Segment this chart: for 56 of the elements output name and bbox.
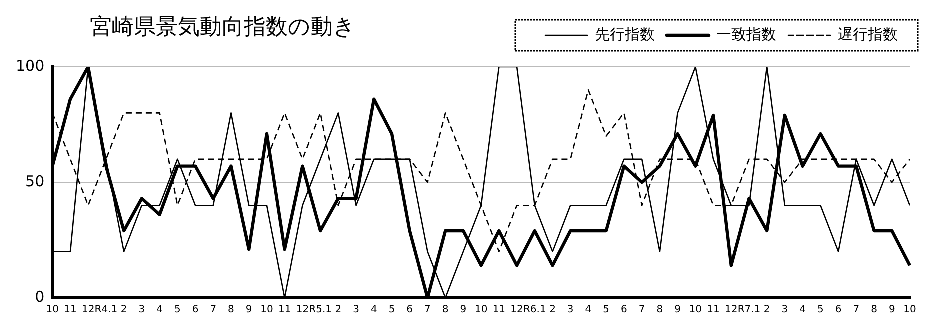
x-tick-label: 12 bbox=[82, 304, 95, 316]
x-tick-label: 10 bbox=[474, 304, 488, 316]
x-tick-label: 7 bbox=[853, 304, 860, 316]
x-tick-label: 2 bbox=[764, 304, 770, 316]
x-tick-label: 9 bbox=[674, 304, 681, 316]
x-tick-label: 4 bbox=[370, 304, 378, 316]
x-tick-label: 8 bbox=[871, 304, 878, 316]
x-tick-label: 5 bbox=[603, 304, 610, 316]
x-tick-label: 11 bbox=[278, 304, 292, 316]
x-tick-label: 6 bbox=[835, 304, 842, 316]
x-tick-label: R5.1 bbox=[309, 304, 332, 316]
x-tick-label: 12 bbox=[296, 304, 310, 316]
x-tick-label: 12 bbox=[725, 304, 738, 316]
x-tick-label: 2 bbox=[550, 304, 556, 316]
x-tick-label: 12 bbox=[510, 304, 524, 316]
x-tick-label: 11 bbox=[492, 304, 506, 316]
x-tick-label: R4.1 bbox=[94, 304, 118, 316]
x-tick-label: 8 bbox=[442, 304, 449, 316]
x-tick-label: 8 bbox=[228, 304, 234, 316]
x-tick-label: 10 bbox=[46, 304, 59, 316]
y-tick-label: 100 bbox=[16, 56, 45, 75]
x-tick-label: 9 bbox=[246, 304, 252, 316]
x-tick-label: 9 bbox=[460, 304, 467, 316]
x-tick-label: 10 bbox=[260, 304, 274, 316]
x-tick-label: 4 bbox=[156, 304, 163, 316]
x-tick-label: 7 bbox=[210, 304, 217, 316]
x-tick-label: 10 bbox=[904, 304, 916, 316]
legend-label: 遅行指数 bbox=[838, 25, 898, 44]
x-tick-label: 8 bbox=[656, 304, 664, 316]
x-tick-label: 3 bbox=[138, 304, 146, 316]
x-tick-label: 5 bbox=[388, 304, 396, 316]
x-tick-label: 6 bbox=[192, 304, 199, 316]
x-tick-label: 9 bbox=[888, 304, 896, 316]
legend-label: 一致指数 bbox=[716, 25, 776, 44]
x-tick-label: 3 bbox=[567, 304, 574, 316]
x-tick-label: 2 bbox=[120, 304, 128, 316]
chart-title: 宮崎県景気動向指数の動き bbox=[90, 14, 356, 42]
x-tick-label: 11 bbox=[707, 304, 720, 316]
x-tick-label: 5 bbox=[818, 304, 824, 316]
x-tick-label: 2 bbox=[335, 304, 342, 316]
x-tick-label: 11 bbox=[64, 304, 77, 316]
x-tick-label: R7.1 bbox=[738, 304, 761, 316]
x-tick-label: 6 bbox=[621, 304, 628, 316]
x-tick-label: 7 bbox=[638, 304, 646, 316]
x-tick-label: 4 bbox=[800, 304, 806, 316]
legend-label: 先行指数 bbox=[595, 25, 655, 44]
y-tick-label: 50 bbox=[26, 172, 45, 190]
y-tick-label: 0 bbox=[35, 288, 45, 306]
x-tick-label: R6.1 bbox=[523, 304, 546, 316]
x-tick-label: 5 bbox=[174, 304, 181, 316]
x-tick-label: 4 bbox=[585, 304, 592, 316]
x-tick-label: 3 bbox=[782, 304, 788, 316]
x-tick-label: 7 bbox=[424, 304, 431, 316]
x-tick-label: 3 bbox=[353, 304, 360, 316]
x-tick-label: 10 bbox=[689, 304, 702, 316]
x-tick-label: 6 bbox=[406, 304, 414, 316]
